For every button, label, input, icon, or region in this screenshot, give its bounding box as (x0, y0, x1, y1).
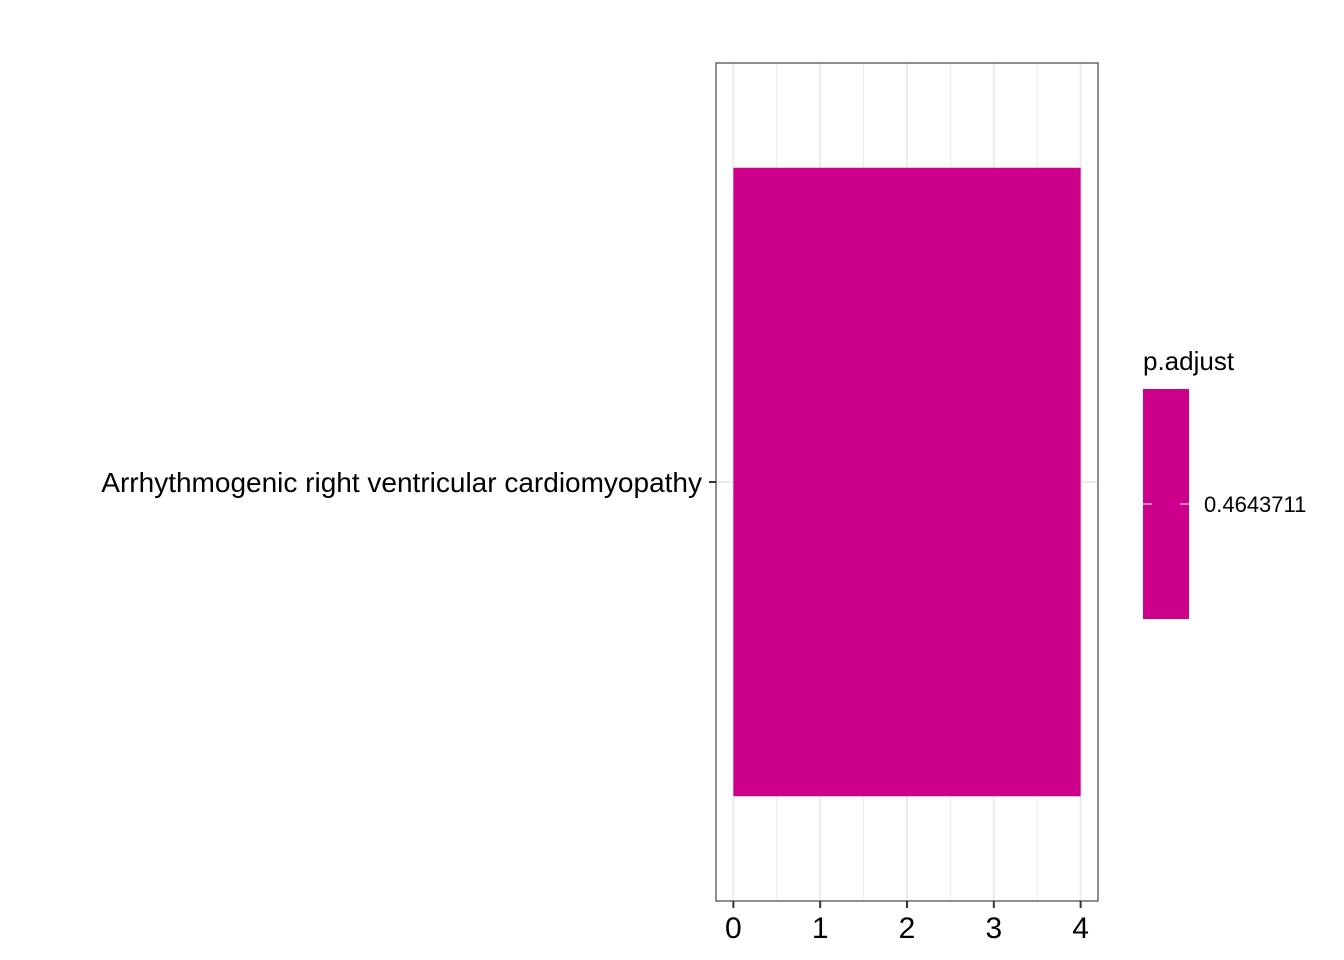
bars (733, 167, 1081, 797)
x-tick-label: 4 (1072, 912, 1089, 945)
y-axis: Arrhythmogenic right ventricular cardiom… (101, 467, 716, 498)
x-tick-label: 2 (899, 912, 916, 945)
legend: p.adjust 0.4643711 (1143, 346, 1306, 619)
x-tick-label: 3 (985, 912, 1002, 945)
x-axis: 0 1 2 3 4 (725, 901, 1089, 945)
legend-title: p.adjust (1143, 346, 1235, 376)
legend-ticks: 0.4643711 (1143, 492, 1306, 517)
y-tick-label: Arrhythmogenic right ventricular cardiom… (101, 467, 702, 498)
bar (733, 167, 1081, 797)
legend-tick-label: 0.4643711 (1204, 492, 1306, 517)
x-tick-label: 0 (725, 912, 742, 945)
x-tick-label: 1 (812, 912, 829, 945)
